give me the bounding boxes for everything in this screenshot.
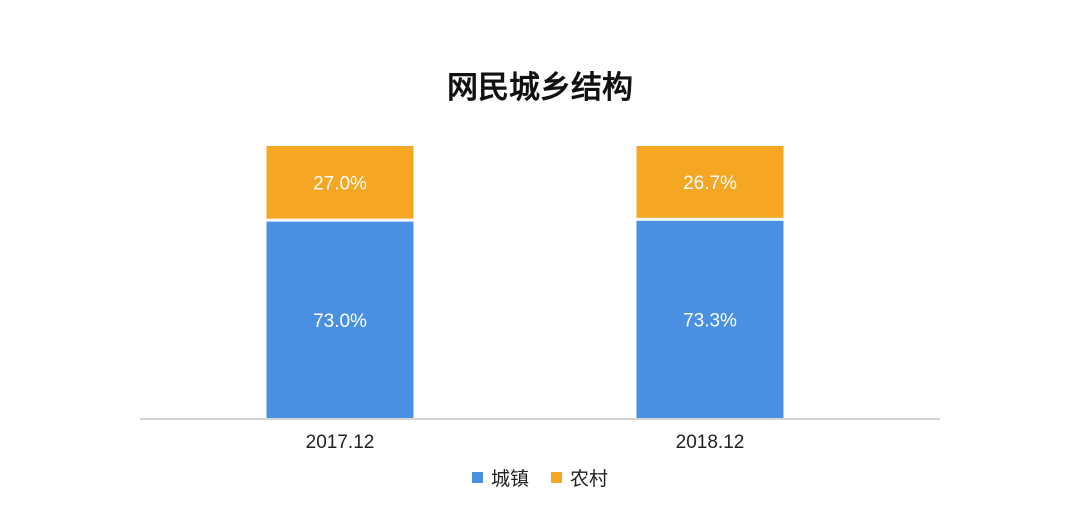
x-tick-label-0: 2017.12	[306, 432, 375, 453]
legend: 城镇 农村	[0, 464, 1080, 491]
legend-swatch-rural	[551, 472, 562, 483]
legend-item-rural: 农村	[551, 464, 608, 491]
data-label-rural-0: 27.0%	[313, 173, 367, 194]
chart-title: 网民城乡结构	[447, 70, 633, 106]
legend-label-urban: 城镇	[490, 468, 529, 490]
data-label-urban-0: 73.0%	[313, 311, 367, 332]
x-tick-label-1: 2018.12	[676, 432, 745, 453]
bar-rural-0	[266, 146, 414, 219]
bar-rural-1	[636, 146, 784, 218]
data-label-urban-1: 73.3%	[683, 310, 737, 331]
bar-urban-0	[266, 221, 414, 418]
data-label-rural-1: 26.7%	[683, 173, 737, 194]
legend-label-rural: 农村	[570, 468, 609, 490]
bar-urban-1	[636, 220, 784, 418]
legend-item-urban: 城镇	[471, 464, 529, 491]
legend-swatch-urban	[471, 472, 483, 483]
